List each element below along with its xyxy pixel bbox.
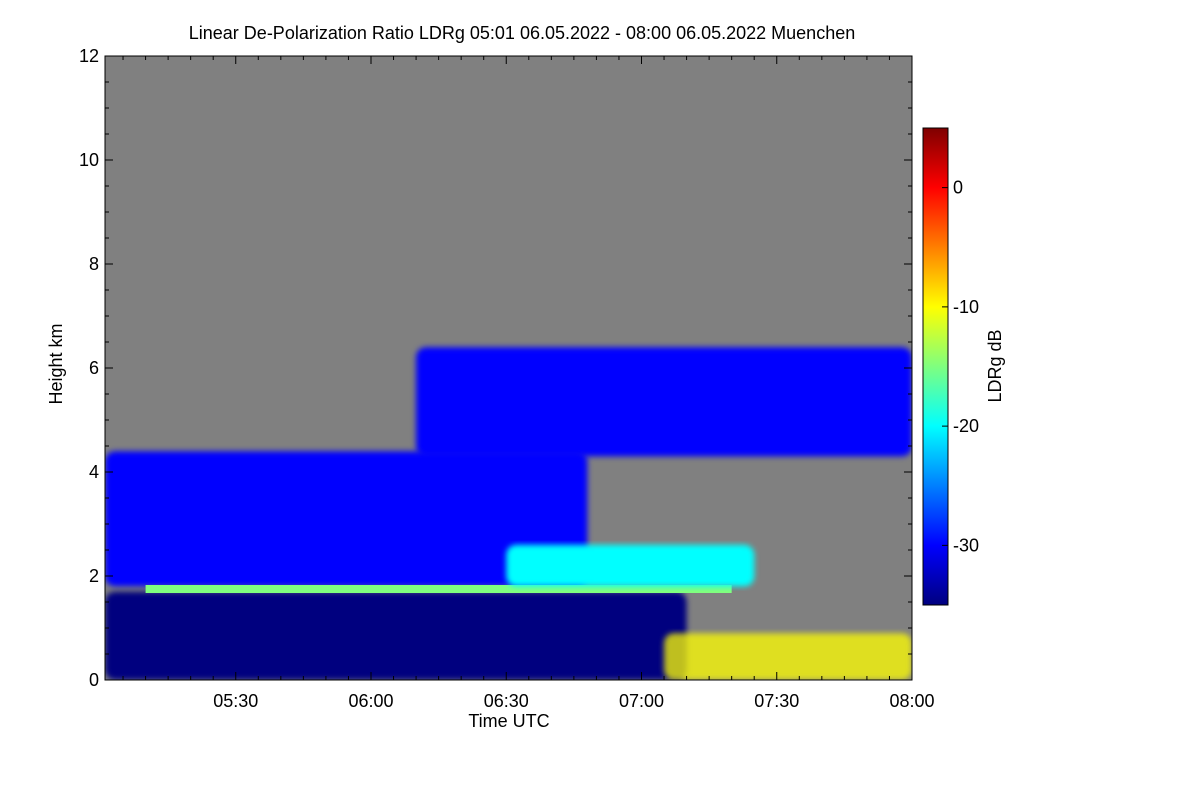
y-tick-label: 6 (89, 358, 99, 378)
feature-cloud-3 (416, 347, 912, 457)
y-axis-label: Height km (46, 323, 66, 404)
feature-precipitation-1 (105, 591, 687, 680)
x-axis-label: Time UTC (468, 711, 549, 731)
colorbar-tick-label: -10 (953, 297, 979, 317)
x-tick-label: 05:30 (213, 691, 258, 711)
chart-title: Linear De-Polarization Ratio LDRg 05:01 … (189, 23, 855, 43)
y-tick-label: 4 (89, 462, 99, 482)
colorbar-label: LDRg dB (985, 329, 1005, 402)
colorbar-tick-label: 0 (953, 178, 963, 198)
y-tick-label: 2 (89, 566, 99, 586)
y-tick-label: 0 (89, 670, 99, 690)
y-axis: 0 2 4 6 8 10 12 (79, 46, 912, 690)
colorbar-ticks: 0 -10 -20 -30 (942, 178, 979, 555)
heatmap-features (105, 347, 912, 680)
x-tick-label: 06:30 (484, 691, 529, 711)
y-tick-label: 10 (79, 150, 99, 170)
y-tick-label: 12 (79, 46, 99, 66)
feature-melting_layer-2 (145, 585, 732, 593)
colorbar (922, 127, 949, 606)
feature-aerosol-5 (664, 633, 912, 680)
colorbar-tick-label: -30 (953, 535, 979, 555)
feature-cloud-0 (105, 451, 588, 587)
feature-melting_region-4 (506, 544, 755, 587)
x-tick-label: 07:30 (754, 691, 799, 711)
x-tick-label: 07:00 (619, 691, 664, 711)
y-tick-label: 8 (89, 254, 99, 274)
x-tick-label: 06:00 (348, 691, 393, 711)
colorbar-tick-label: -20 (953, 416, 979, 436)
x-tick-label: 08:00 (889, 691, 934, 711)
x-axis: 05:30 06:00 06:30 07:00 07:30 08:00 (122, 56, 935, 711)
